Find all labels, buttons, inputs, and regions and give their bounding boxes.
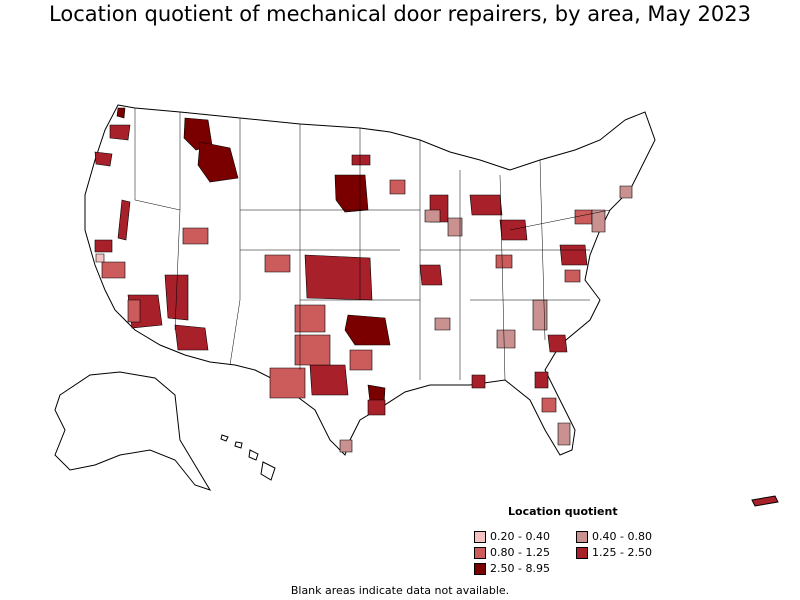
hawaii-islands bbox=[220, 434, 276, 481]
area-michigan bbox=[469, 194, 503, 216]
area-kansas-west bbox=[264, 254, 291, 273]
legend-item-2-50-8-95: 2.50 - 8.95 bbox=[474, 562, 550, 575]
shaded-areas bbox=[94, 107, 633, 453]
area-oklahoma-east bbox=[344, 314, 391, 346]
area-pennsylvania bbox=[574, 209, 593, 225]
legend-item-0-20-0-40: 0.20 - 0.40 bbox=[474, 530, 550, 543]
footnote: Blank areas indicate data not available. bbox=[290, 584, 510, 597]
area-louisiana bbox=[367, 399, 386, 416]
legend-label: 0.80 - 1.25 bbox=[490, 546, 550, 559]
area-florida-south bbox=[557, 422, 571, 446]
area-south-carolina bbox=[547, 334, 568, 353]
area-iowa bbox=[424, 209, 441, 223]
area-south-dakota bbox=[351, 154, 371, 166]
area-oregon-west bbox=[94, 151, 113, 167]
area-texas-panhandle bbox=[294, 334, 331, 366]
legend-title: Location quotient bbox=[508, 505, 618, 518]
legend-swatch bbox=[474, 530, 486, 543]
area-washington-north bbox=[116, 107, 126, 119]
area-georgia bbox=[496, 329, 516, 349]
area-colorado bbox=[182, 227, 209, 245]
legend-label: 2.50 - 8.95 bbox=[490, 562, 550, 575]
area-ohio bbox=[499, 219, 528, 241]
legend-item-1-25-2-50: 1.25 - 2.50 bbox=[576, 546, 652, 559]
area-california-central bbox=[101, 261, 126, 279]
area-virginia bbox=[559, 244, 588, 266]
area-indiana bbox=[447, 217, 463, 237]
state-boundaries bbox=[134, 108, 611, 381]
area-north-carolina-west bbox=[532, 299, 548, 331]
area-oklahoma-west bbox=[294, 304, 326, 333]
area-kansas bbox=[304, 254, 373, 301]
area-arizona-west bbox=[127, 299, 141, 323]
area-massachusetts bbox=[619, 185, 633, 199]
area-texas-south bbox=[339, 439, 353, 453]
legend-label: 0.40 - 0.80 bbox=[592, 530, 652, 543]
area-texas-central bbox=[309, 364, 349, 396]
legend-swatch bbox=[576, 546, 588, 559]
area-florida-north bbox=[534, 371, 549, 389]
area-missouri bbox=[419, 264, 443, 286]
legend-label: 1.25 - 2.50 bbox=[592, 546, 652, 559]
area-arizona-south bbox=[174, 324, 209, 351]
legend-swatch bbox=[576, 530, 588, 543]
area-tennessee bbox=[434, 317, 451, 331]
area-montana-southwest bbox=[197, 141, 239, 183]
area-california-north bbox=[94, 239, 113, 253]
legend-item-0-80-1-25: 0.80 - 1.25 bbox=[474, 546, 550, 559]
area-georgia-south bbox=[471, 374, 486, 389]
area-nevada-west bbox=[117, 199, 131, 241]
map-title: Location quotient of mechanical door rep… bbox=[49, 2, 751, 26]
area-oregon-north bbox=[109, 124, 131, 141]
area-texas-west bbox=[269, 367, 306, 399]
area-california-coast bbox=[95, 253, 105, 263]
area-new-jersey bbox=[591, 209, 606, 233]
legend-item-0-40-0-80: 0.40 - 0.80 bbox=[576, 530, 652, 543]
area-kentucky bbox=[495, 254, 513, 269]
area-arkansas bbox=[349, 349, 373, 371]
area-north-dakota-west bbox=[389, 179, 406, 195]
legend-label: 0.20 - 0.40 bbox=[490, 530, 550, 543]
legend-swatch bbox=[474, 546, 486, 559]
puerto-rico bbox=[751, 495, 779, 507]
alaska-outline bbox=[54, 371, 212, 491]
legend-swatch bbox=[474, 562, 486, 575]
area-north-carolina bbox=[564, 269, 581, 283]
area-florida-central bbox=[541, 397, 557, 413]
